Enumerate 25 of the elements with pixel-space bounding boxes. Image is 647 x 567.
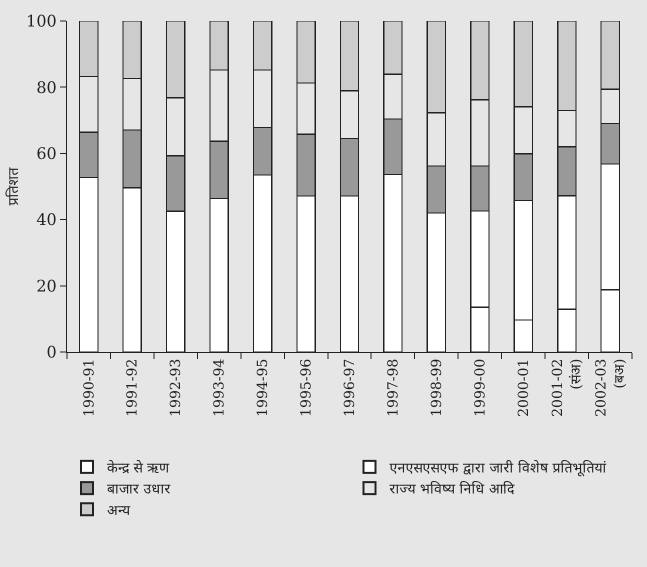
y-axis-title: प्रतिशत (4, 166, 22, 206)
legend-label: अन्य (107, 502, 131, 519)
legend-label: बाजार उधार (107, 482, 170, 498)
y-tick-label: 40 (36, 210, 57, 230)
x-tick-label: 1995-96 (298, 358, 315, 417)
y-tick-label: 60 (36, 144, 57, 163)
y-tick-label: 80 (36, 78, 57, 97)
x-tick-label: 1993-94 (212, 358, 228, 417)
legend-label: एनएसएसएफ द्वारा जारी विशेष प्रतिभूतियां (390, 459, 606, 476)
x-tick-label: 2002-03 (बअ) (594, 358, 628, 417)
y-tick-label: 20 (36, 276, 57, 296)
x-tick-label: 1997-98 (386, 358, 402, 417)
x-tick-label: 2001-02 (संअ) (550, 358, 584, 417)
legend-label: केन्द्र से ऋण (107, 459, 170, 476)
x-tick-label: 1999-00 (472, 358, 488, 417)
y-tick-label: 100 (26, 12, 57, 31)
x-tick-label: 1992-93 (168, 358, 184, 417)
x-tick-label: 1994-95 (255, 358, 272, 417)
x-tick-label: 1998-99 (428, 358, 445, 417)
legend-label: राज्य भविष्य निधि आदि (390, 480, 515, 498)
x-tick-label: 2000-01 (516, 358, 532, 417)
x-tick-label: 1996-97 (342, 358, 358, 417)
x-tick-label: 1991-92 (124, 358, 141, 417)
y-tick-label: 0 (46, 342, 57, 362)
x-tick-label: 1990-91 (81, 358, 98, 417)
